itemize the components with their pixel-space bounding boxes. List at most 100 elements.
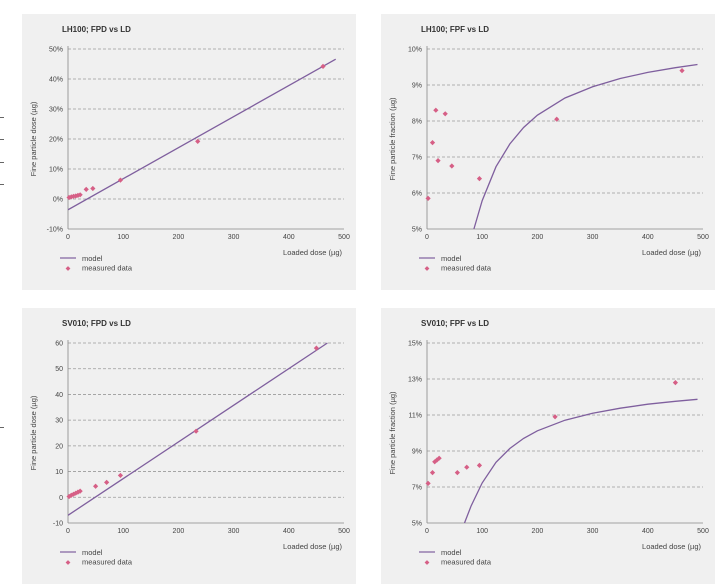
- y-tick-label: 10%: [49, 167, 63, 174]
- y-tick-label: 30%: [49, 107, 63, 114]
- legend-label: model: [441, 254, 462, 263]
- data-point: [117, 472, 124, 479]
- margin-tick: [0, 184, 4, 185]
- x-tick-label: 200: [173, 528, 185, 535]
- model-line: [463, 398, 698, 523]
- y-tick-label: 50%: [49, 47, 63, 54]
- data-point: [320, 63, 326, 69]
- data-point: [442, 111, 448, 117]
- data-point: [429, 470, 436, 476]
- chart-panel-lh100-fpd: LH100; FPD vs LD -10% 0% 10% 20% 30% 40% 50% 0 10…: [22, 14, 356, 290]
- data-point: [425, 195, 431, 201]
- chart-title: SV010; FPD vs LD: [62, 319, 131, 328]
- data-point: [454, 470, 460, 476]
- y-tick-label: 20: [55, 443, 63, 450]
- margin-tick: [0, 427, 4, 428]
- y-axis-label: Fine particle dose (µg): [29, 101, 38, 176]
- y-tick-label: -10%: [47, 227, 63, 234]
- y-tick-label: 0: [59, 495, 63, 502]
- data-point: [93, 483, 99, 489]
- chart-svg: SV010; FPF vs LD 5% 7% 9% 11% 13% 15% 0 100 200 30…: [388, 319, 709, 567]
- legend-marker-swatch: [65, 266, 71, 271]
- y-tick-label: 13%: [408, 377, 422, 384]
- legend-marker-swatch: [424, 266, 430, 271]
- y-tick-label: -10: [53, 521, 63, 528]
- y-tick-label: 10%: [408, 47, 422, 54]
- y-tick-label: 60: [55, 341, 63, 348]
- y-tick-label: 10: [55, 469, 63, 476]
- data-point: [476, 462, 483, 468]
- legend-label: measured data: [82, 264, 133, 273]
- legend-label: model: [441, 548, 462, 557]
- x-tick-label: 200: [532, 528, 544, 535]
- x-tick-label: 200: [532, 234, 544, 241]
- y-tick-label: 8%: [412, 119, 422, 126]
- y-tick-label: 7%: [412, 155, 422, 162]
- y-axis-label: Fine particle dose (µg): [29, 395, 38, 470]
- data-point: [425, 480, 431, 486]
- margin-tick: [0, 139, 4, 140]
- x-axis-label: Loaded dose (µg): [642, 248, 701, 257]
- x-tick-label: 500: [338, 234, 350, 241]
- data-point: [672, 380, 678, 386]
- chart-panel-sv010-fpd: SV010; FPD vs LD -10 0 10 20 30 40 50 60 0 100 200 3…: [22, 308, 356, 584]
- data-point: [434, 457, 440, 463]
- x-axis-label: Loaded dose (µg): [283, 542, 342, 551]
- chart-title: LH100; FPD vs LD: [62, 25, 131, 34]
- y-tick-label: 0%: [53, 197, 63, 204]
- chart-panel-lh100-fpf: LH100; FPF vs LD 5% 6% 7% 8% 9% 10% 0 100 200 300 4…: [381, 14, 715, 290]
- y-tick-label: 20%: [49, 137, 63, 144]
- data-point: [68, 492, 74, 498]
- y-tick-label: 30: [55, 418, 63, 425]
- y-tick-label: 9%: [412, 83, 422, 90]
- x-tick-label: 400: [283, 528, 295, 535]
- data-point: [117, 177, 124, 183]
- data-point: [104, 479, 110, 485]
- x-tick-label: 100: [117, 234, 129, 241]
- x-axis-label: Loaded dose (µg): [642, 542, 701, 551]
- data-point: [433, 107, 439, 113]
- x-tick-label: 400: [283, 234, 295, 241]
- data-point: [464, 464, 470, 470]
- margin-tick: [0, 162, 4, 163]
- legend-label: model: [82, 548, 103, 557]
- legend-marker-swatch: [65, 560, 71, 565]
- x-tick-label: 100: [476, 234, 488, 241]
- legend-label: measured data: [441, 558, 492, 567]
- chart-title: SV010; FPF vs LD: [421, 319, 489, 328]
- x-tick-label: 400: [642, 528, 654, 535]
- x-tick-label: 100: [476, 528, 488, 535]
- x-tick-label: 500: [338, 528, 350, 535]
- data-point: [83, 186, 89, 192]
- x-tick-label: 0: [66, 234, 70, 241]
- x-tick-label: 500: [697, 234, 709, 241]
- x-tick-label: 500: [697, 528, 709, 535]
- model-line: [473, 63, 698, 229]
- legend-marker-swatch: [424, 560, 430, 565]
- x-tick-label: 300: [587, 528, 599, 535]
- data-point: [449, 163, 455, 169]
- data-point: [679, 68, 685, 74]
- y-tick-label: 9%: [412, 449, 422, 456]
- data-point: [429, 140, 436, 146]
- data-point: [195, 138, 201, 144]
- y-tick-label: 5%: [412, 521, 422, 528]
- y-tick-label: 50: [55, 366, 63, 373]
- y-tick-label: 6%: [412, 191, 422, 198]
- chart-panel-sv010-fpf: SV010; FPF vs LD 5% 7% 9% 11% 13% 15% 0 100 200 30…: [381, 308, 715, 584]
- x-tick-label: 0: [425, 528, 429, 535]
- y-tick-label: 15%: [408, 341, 422, 348]
- data-point: [435, 158, 441, 164]
- x-tick-label: 300: [228, 234, 240, 241]
- data-point: [70, 491, 77, 497]
- x-tick-label: 300: [228, 528, 240, 535]
- x-tick-label: 400: [642, 234, 654, 241]
- margin-tick: [0, 117, 4, 118]
- x-tick-label: 300: [587, 234, 599, 241]
- legend-label: measured data: [82, 558, 133, 567]
- chart-title: LH100; FPF vs LD: [421, 25, 489, 34]
- data-point: [476, 176, 483, 182]
- y-axis-label: Fine particle fraction (µg): [388, 97, 397, 181]
- y-tick-label: 5%: [412, 227, 422, 234]
